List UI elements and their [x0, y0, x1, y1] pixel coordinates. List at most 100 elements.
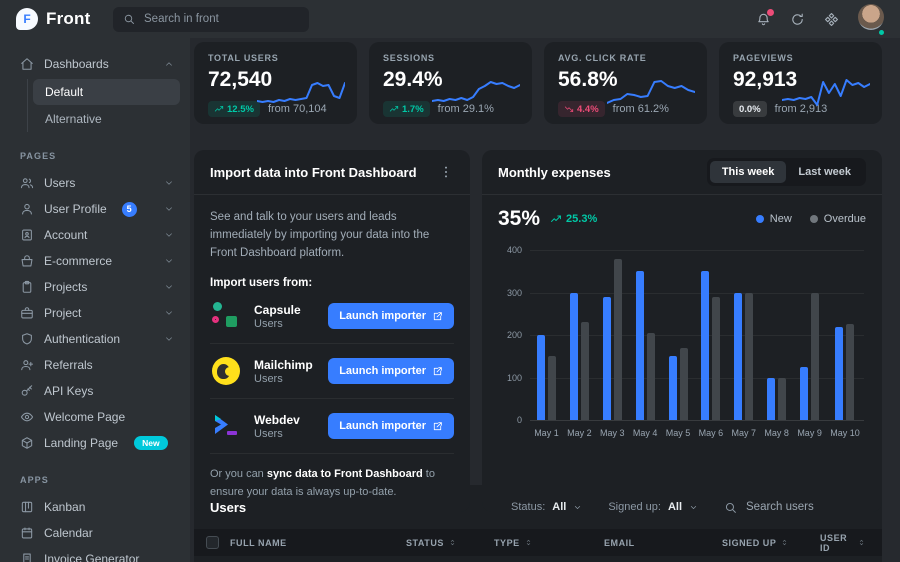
- sidebar-item-account[interactable]: Account: [0, 222, 190, 248]
- stat-card-sessions: SESSIONS 29.4% 1.7% from 29.1%: [369, 42, 532, 124]
- webdev-logo-icon: [215, 415, 237, 436]
- import-card-menu-button[interactable]: [438, 164, 454, 180]
- bar-overdue: [846, 324, 855, 420]
- launch-importer-button-webdev[interactable]: Launch importer: [328, 413, 454, 440]
- delta-badge: 12.5%: [208, 101, 260, 117]
- stat-card-avg-click-rate: AVG. CLICK RATE 56.8% 4.4% from 61.2%: [544, 42, 707, 124]
- expenses-card: Monthly expenses This week Last week 35%…: [482, 150, 882, 512]
- gridline: [530, 292, 864, 294]
- delta-badge: 0.0%: [733, 101, 767, 117]
- import-rows: Capsule Users Launch importer Mailchimp User…: [210, 289, 454, 455]
- gridline: [530, 250, 864, 251]
- gridline: [530, 335, 864, 336]
- expenses-delta: 25.3%: [550, 213, 597, 225]
- bar-new: [536, 335, 545, 420]
- capsule-logo-part: [226, 316, 237, 328]
- sidebar-item-kanban[interactable]: Kanban: [0, 494, 190, 520]
- import-source-name: Webdev: [254, 412, 300, 427]
- sidebar-subitem-alternative[interactable]: Alternative: [45, 112, 102, 126]
- account-menu[interactable]: [858, 3, 886, 37]
- global-search[interactable]: [113, 6, 309, 32]
- notifications-button[interactable]: [756, 8, 774, 27]
- legend-item-new[interactable]: New: [755, 213, 792, 225]
- sidebar-item-e-commerce[interactable]: E-commerce: [0, 248, 190, 274]
- shield-icon: [20, 332, 34, 346]
- x-axis-label: May 2: [567, 428, 592, 438]
- x-axis-label: May 10: [830, 428, 860, 438]
- chevron-down-icon: [573, 503, 582, 512]
- legend-item-overdue[interactable]: Overdue: [809, 213, 866, 225]
- import-row-capsule: Capsule Users Launch importer: [210, 289, 454, 345]
- capsule-logo-part: [213, 302, 222, 312]
- tab-this-week[interactable]: This week: [709, 161, 787, 183]
- calendar-icon: [20, 526, 34, 540]
- column-label: USER ID: [820, 532, 848, 553]
- sidebar-item-welcome-page[interactable]: Welcome Page: [0, 404, 190, 430]
- sidebar-item-label: Dashboards: [44, 57, 109, 71]
- import-subheading: Import users from:: [210, 277, 313, 290]
- mailchimp-logo-part: [212, 357, 240, 386]
- sidebar-item-calendar[interactable]: Calendar: [0, 520, 190, 546]
- brand-name: Front: [46, 9, 91, 28]
- x-axis-label: May 5: [665, 428, 691, 438]
- sidebar-item-project[interactable]: Project: [0, 300, 190, 326]
- bar-new: [668, 356, 677, 420]
- bar-overdue: [679, 347, 688, 420]
- bar-group-may-6: May 6: [699, 250, 723, 441]
- status-filter-label: Status:: [511, 501, 546, 513]
- signed-up-filter[interactable]: Signed up: All: [608, 501, 698, 513]
- stat-label: SESSIONS: [383, 53, 435, 63]
- sidebar-item-landing-page[interactable]: Landing Page New: [0, 430, 190, 456]
- home-icon: [20, 57, 34, 71]
- key-icon: [20, 384, 34, 398]
- sidebar-item-projects[interactable]: Projects: [0, 274, 190, 300]
- search-icon: [123, 13, 135, 25]
- sidebar-item-label: Users: [44, 176, 76, 190]
- users-icon: [20, 176, 34, 190]
- column-header-email: EMAIL: [604, 538, 722, 548]
- tab-last-week[interactable]: Last week: [786, 161, 863, 183]
- sidebar-item-label: Kanban: [44, 500, 86, 514]
- chevron-down-icon: [164, 308, 174, 318]
- stat-footer: 4.4% from 61.2%: [558, 101, 693, 117]
- bar-new: [800, 366, 809, 420]
- activity-button[interactable]: [790, 12, 805, 27]
- users-search-input[interactable]: [746, 501, 866, 513]
- column-header-signed-up[interactable]: SIGNED UP: [722, 538, 820, 548]
- shield-icon: [20, 332, 34, 346]
- sidebar-item-invoice-generator[interactable]: Invoice Generator: [0, 546, 190, 562]
- sidebar-item-label: Landing Page: [44, 436, 119, 450]
- select-all-checkbox[interactable]: [205, 536, 219, 549]
- sidebar-item-dashboards[interactable]: Dashboards: [0, 51, 190, 77]
- users-search[interactable]: [724, 501, 866, 514]
- sidebar-item-referrals[interactable]: Referrals: [0, 352, 190, 378]
- column-header-type[interactable]: TYPE: [494, 538, 604, 548]
- chevron-down-icon: [164, 204, 174, 214]
- bar-group-may-10: May 10: [830, 250, 860, 441]
- gridline: [530, 377, 864, 379]
- import-source-type: Users: [254, 318, 283, 331]
- box-icon: [20, 436, 34, 450]
- sidebar-item-users[interactable]: Users: [0, 170, 190, 196]
- apps-button[interactable]: [824, 12, 839, 27]
- avatar[interactable]: [858, 3, 884, 30]
- sidebar-subitem-default[interactable]: Default: [33, 79, 180, 105]
- launch-importer-button-mailchimp[interactable]: Launch importer: [328, 358, 454, 385]
- launch-importer-button-capsule[interactable]: Launch importer: [328, 303, 454, 330]
- sidebar-item-authentication[interactable]: Authentication: [0, 326, 190, 352]
- global-search-input[interactable]: [144, 13, 299, 25]
- sidebar-item-api-keys[interactable]: API Keys: [0, 378, 190, 404]
- sync-data-link[interactable]: sync data to Front Dashboard: [266, 468, 423, 481]
- bar-new: [734, 292, 743, 420]
- column-header-user-id[interactable]: USER ID: [820, 533, 866, 553]
- bars: [835, 250, 855, 420]
- user-plus-icon: [20, 358, 34, 372]
- status-filter[interactable]: Status: All: [511, 501, 582, 513]
- x-axis-label: May 1: [534, 428, 559, 438]
- column-header-status[interactable]: STATUS: [406, 538, 494, 548]
- sidebar-section-header-pages: PAGES: [20, 151, 57, 161]
- trend-up-icon: [389, 104, 399, 114]
- sidebar-item-user-profile[interactable]: User Profile 5: [0, 196, 190, 222]
- brand[interactable]: F Front: [16, 8, 113, 30]
- bar-group-may-1: May 1: [534, 250, 559, 441]
